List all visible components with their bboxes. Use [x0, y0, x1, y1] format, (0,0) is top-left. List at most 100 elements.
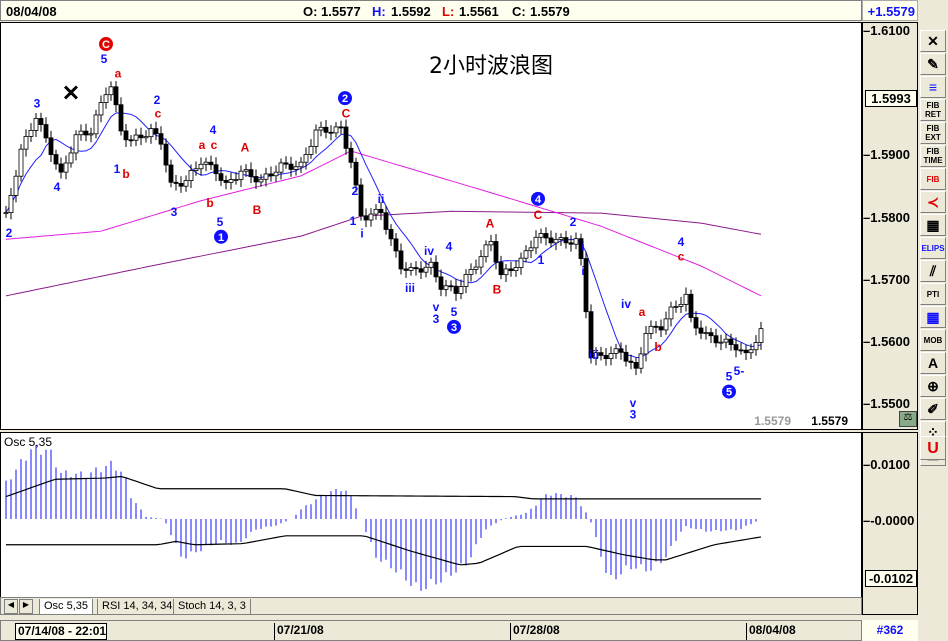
tab-scroll-right[interactable]: ▶	[19, 599, 33, 614]
date-tick: 07/28/08	[510, 623, 560, 640]
low-value: 1.5561	[459, 4, 499, 19]
channel-button[interactable]: ⫽	[920, 260, 946, 282]
candle-body	[328, 131, 334, 134]
wave-label: 4	[210, 123, 217, 137]
candle-body	[533, 236, 539, 249]
candle-body	[93, 114, 99, 135]
candle-body	[703, 332, 709, 335]
wave-label: i	[581, 240, 584, 254]
candle-body	[408, 267, 414, 271]
candle-body	[478, 256, 484, 268]
grid-button[interactable]: ▦	[920, 214, 946, 236]
oscillator-title: Osc 5,35	[4, 435, 53, 449]
candle-body	[263, 173, 269, 180]
candle-body	[748, 349, 754, 354]
candle-body	[223, 180, 229, 183]
candle-body	[453, 285, 459, 294]
close-button[interactable]: ✕	[920, 30, 946, 52]
fib-arc-button[interactable]: FIB	[920, 168, 946, 190]
candle-body	[138, 134, 144, 139]
chart-title: 2小时波浪图	[429, 54, 553, 79]
candle-body	[618, 348, 624, 353]
candle-body	[73, 134, 79, 154]
candle-body	[103, 94, 109, 103]
candle-body	[128, 139, 134, 142]
candle-body	[708, 332, 714, 337]
ellipse-button[interactable]: ELIPS	[920, 237, 946, 259]
candle-body	[633, 362, 639, 369]
magnet-button[interactable]: U	[920, 436, 946, 460]
wave-label: C	[342, 107, 351, 121]
trendlines-button[interactable]: ≡	[920, 76, 946, 98]
candle-body	[423, 266, 429, 273]
close-icon: ✕	[927, 32, 939, 49]
tab-rsi[interactable]: RSI 14, 34, 34	[97, 599, 178, 615]
candle-body	[683, 293, 689, 305]
fib-extension-button[interactable]: FIB EXT	[920, 122, 946, 144]
wave-label: 1	[538, 253, 545, 267]
candle-body	[548, 237, 554, 244]
fib-retracement-icon: FIB RET	[925, 101, 941, 119]
oscillator-axis[interactable]: –0.0100 –-0.0000 -0.0102	[862, 432, 918, 615]
candle-body	[318, 126, 324, 131]
candle-body	[188, 170, 194, 181]
wave-label: 3	[630, 408, 637, 422]
wave-label: 3	[34, 97, 41, 111]
candle-body	[203, 161, 209, 165]
text-button[interactable]: A	[920, 352, 946, 374]
candle-body	[438, 276, 444, 290]
scale-icon[interactable]: ⚖	[899, 411, 917, 427]
candle-body	[243, 169, 249, 172]
table-button[interactable]: ▦	[920, 306, 946, 328]
candle-body	[573, 238, 579, 245]
zoom-icon: ⊕	[927, 377, 939, 394]
trendlines-icon: ≡	[928, 78, 938, 95]
magnet-icon: U	[927, 439, 939, 457]
wave-label: 4	[54, 180, 61, 194]
wave-label: A	[241, 140, 250, 154]
candle-body	[688, 293, 694, 318]
candle-body	[628, 360, 634, 363]
price-tick-label: –1.5900	[863, 147, 910, 163]
candle-body	[503, 268, 509, 276]
oscillator-panel[interactable]: Osc 5,35	[0, 432, 862, 598]
osc-tick-label: –-0.0000	[863, 513, 915, 528]
zoom-button[interactable]: ⊕	[920, 375, 946, 397]
eraser-button[interactable]: ✐	[920, 398, 946, 420]
candle-body	[713, 335, 719, 344]
candle-body	[558, 237, 564, 240]
fan-button[interactable]: ≺	[920, 191, 946, 213]
wave-label: 3	[433, 312, 440, 326]
candle-body	[253, 176, 259, 183]
candle-body	[378, 208, 384, 214]
price-tick-label: –1.5700	[863, 271, 910, 287]
pencil-button[interactable]: ✎	[920, 53, 946, 75]
tab-osc[interactable]: Osc 5,35	[39, 599, 94, 615]
wave-label: b	[654, 340, 661, 354]
candle-body	[23, 136, 29, 150]
pti-button[interactable]: PTI	[920, 283, 946, 305]
tab-stoch[interactable]: Stoch 14, 3, 3	[173, 599, 251, 615]
wave-label: c	[155, 107, 162, 121]
fib-retracement-button[interactable]: FIB RET	[920, 99, 946, 121]
candle-body	[33, 118, 39, 131]
open-value: 1.5577	[321, 4, 361, 19]
last-price: 1.5579	[811, 414, 848, 428]
channel-icon: ⫽	[929, 262, 937, 279]
candle-body	[593, 352, 599, 359]
tab-scroll-left[interactable]: ◀	[4, 599, 18, 614]
price-axis[interactable]: –1.6100 –1.5900 –1.5800 –1.5700 –1.5600 –1.55…	[862, 22, 918, 430]
wave-label: 4	[678, 235, 685, 249]
fib-time-button[interactable]: FIB TIME	[920, 145, 946, 167]
wave-label: 1	[350, 214, 357, 228]
candle-body	[208, 161, 214, 166]
price-chart-panel[interactable]: C 5 a 3 4 2 ✕ 2 c 1 b 4 a c 3 b 5 1 A B 2 C 2 1 i ii iv 4 iii v 3 5 3 A B 4…	[0, 22, 862, 430]
candle-body	[148, 128, 154, 138]
candle-body	[738, 349, 744, 352]
candle-body	[183, 180, 189, 187]
grid-icon: ▦	[926, 216, 940, 233]
candle-body	[308, 145, 314, 155]
low-label: L:	[442, 4, 455, 19]
mob-button[interactable]: MOB	[920, 329, 946, 351]
